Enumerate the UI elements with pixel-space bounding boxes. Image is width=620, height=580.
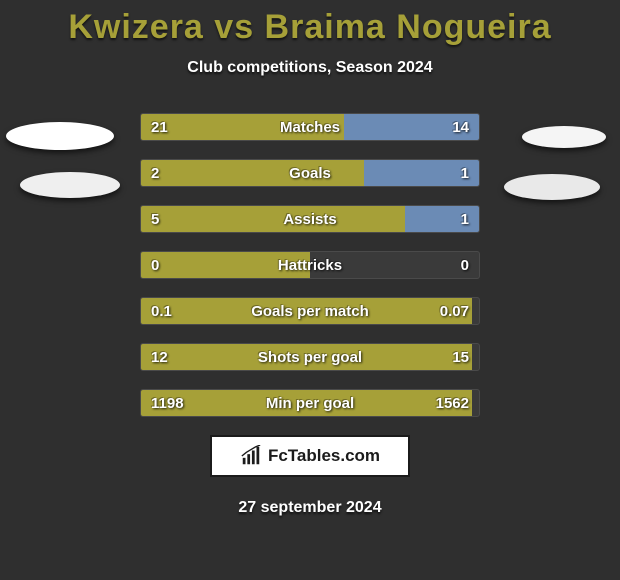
stat-row: 1198 Min per goal 1562 xyxy=(140,389,480,417)
date-label: 27 september 2024 xyxy=(0,499,620,517)
right-value: 1562 xyxy=(436,390,469,416)
stat-row: 0 Hattricks 0 xyxy=(140,251,480,279)
right-value: 0 xyxy=(461,252,469,278)
chart-icon xyxy=(240,445,262,467)
right-value: 0.07 xyxy=(440,298,469,324)
decorative-oval xyxy=(20,172,120,198)
right-value: 1 xyxy=(461,206,469,232)
stat-label: Shots per goal xyxy=(141,344,479,370)
stat-row: 5 Assists 1 xyxy=(140,205,480,233)
subtitle: Club competitions, Season 2024 xyxy=(0,59,620,77)
decorative-oval xyxy=(6,122,114,150)
stat-row: 12 Shots per goal 15 xyxy=(140,343,480,371)
decorative-oval xyxy=(522,126,606,148)
stat-row: 0.1 Goals per match 0.07 xyxy=(140,297,480,325)
brand-badge: FcTables.com xyxy=(210,435,410,477)
right-value: 14 xyxy=(452,114,469,140)
stat-label: Assists xyxy=(141,206,479,232)
stat-label: Hattricks xyxy=(141,252,479,278)
stat-label: Min per goal xyxy=(141,390,479,416)
stat-row: 21 Matches 14 xyxy=(140,113,480,141)
right-value: 15 xyxy=(452,344,469,370)
stat-label: Matches xyxy=(141,114,479,140)
stat-label: Goals xyxy=(141,160,479,186)
decorative-oval xyxy=(504,174,600,200)
stat-row: 2 Goals 1 xyxy=(140,159,480,187)
brand-label: FcTables.com xyxy=(268,446,380,466)
stats-container: 21 Matches 14 2 Goals 1 5 Assists 1 0 Ha… xyxy=(140,113,480,417)
right-value: 1 xyxy=(461,160,469,186)
page-title: Kwizera vs Braima Nogueira xyxy=(0,0,620,47)
stat-label: Goals per match xyxy=(141,298,479,324)
